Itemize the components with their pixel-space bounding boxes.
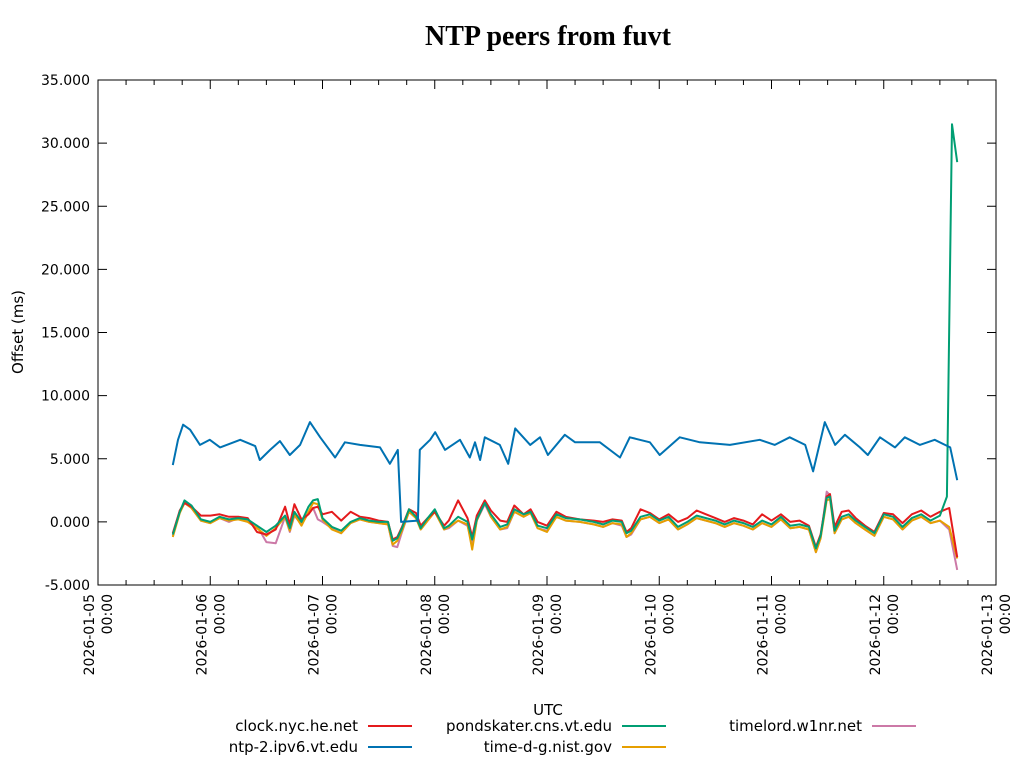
y-tick-label: 35.000 <box>41 73 90 89</box>
axes: -5.000 0.000 5.000 10.000 15.000 20.000 25.000… <box>41 73 1014 675</box>
y-tick-label: 0.000 <box>50 515 90 531</box>
legend-label: ntp-2.ipv6.vt.edu <box>229 738 358 756</box>
legend-item: clock.nyc.he.net <box>235 717 412 735</box>
x-tick-date: 2026-01-12 <box>868 594 884 675</box>
x-tick-date: 2026-01-09 <box>531 594 547 675</box>
x-tick-label: 2026-01-07 00:00 <box>307 594 341 675</box>
x-tick-time: 00:00 <box>774 594 790 634</box>
legend-item: time-d-g.nist.gov <box>484 738 666 756</box>
x-tick-date: 2026-01-13 <box>980 594 996 675</box>
x-tick-label: 2026-01-06 00:00 <box>194 594 228 675</box>
legend-label: clock.nyc.he.net <box>235 717 358 735</box>
legend-item: timelord.w1nr.net <box>729 717 916 735</box>
x-tick-label: 2026-01-09 00:00 <box>531 594 565 675</box>
x-tick-date: 2026-01-05 <box>82 594 98 675</box>
chart-title: NTP peers from fuvt <box>425 21 672 52</box>
x-tick-date: 2026-01-06 <box>194 594 210 675</box>
legend: clock.nyc.he.net ntp-2.ipv6.vt.edu pondska… <box>229 717 916 756</box>
x-tick-date: 2026-01-08 <box>419 594 435 675</box>
x-tick-time: 00:00 <box>998 594 1014 634</box>
series-line-pondskater-cns-vt-edu <box>171 123 959 550</box>
y-tick-label: 30.000 <box>41 136 90 152</box>
x-tick-label: 2026-01-05 00:00 <box>82 594 116 675</box>
y-tick-label: 25.000 <box>41 199 90 215</box>
x-tick-label: 2026-01-13 00:00 <box>980 594 1014 675</box>
legend-item: pondskater.cns.vt.edu <box>446 717 666 735</box>
x-tick-time: 00:00 <box>325 594 341 634</box>
x-tick-label: 2026-01-12 00:00 <box>868 594 902 675</box>
x-tick-time: 00:00 <box>886 594 902 634</box>
x-tick-date: 2026-01-07 <box>307 594 323 675</box>
x-tick-label: 2026-01-10 00:00 <box>643 594 677 675</box>
legend-label: pondskater.cns.vt.edu <box>446 717 612 735</box>
x-tick-time: 00:00 <box>661 594 677 634</box>
y-tick-label: 10.000 <box>41 389 90 405</box>
y-tick-label: 20.000 <box>41 262 90 278</box>
x-tick-label: 2026-01-08 00:00 <box>419 594 453 675</box>
series-line-ntp-2-ipv6-vt-edu <box>171 421 959 523</box>
y-tick-label: 5.000 <box>50 452 90 468</box>
x-tick-time: 00:00 <box>212 594 228 634</box>
x-tick-time: 00:00 <box>437 594 453 634</box>
plot-border <box>97 79 997 586</box>
legend-item: ntp-2.ipv6.vt.edu <box>229 738 412 756</box>
y-axis-label: Offset (ms) <box>9 290 27 374</box>
x-tick-time: 00:00 <box>549 594 565 634</box>
y-tick-label: 15.000 <box>41 326 90 342</box>
y-tick-label: -5.000 <box>45 578 90 594</box>
plot-lines <box>171 123 959 571</box>
legend-label: time-d-g.nist.gov <box>484 738 612 756</box>
x-tick-label: 2026-01-11 00:00 <box>756 594 790 675</box>
legend-label: timelord.w1nr.net <box>729 717 862 735</box>
x-tick-date: 2026-01-11 <box>756 594 772 675</box>
x-tick-time: 00:00 <box>100 594 116 634</box>
x-axis-label: UTC <box>533 701 563 719</box>
x-tick-date: 2026-01-10 <box>643 594 659 675</box>
